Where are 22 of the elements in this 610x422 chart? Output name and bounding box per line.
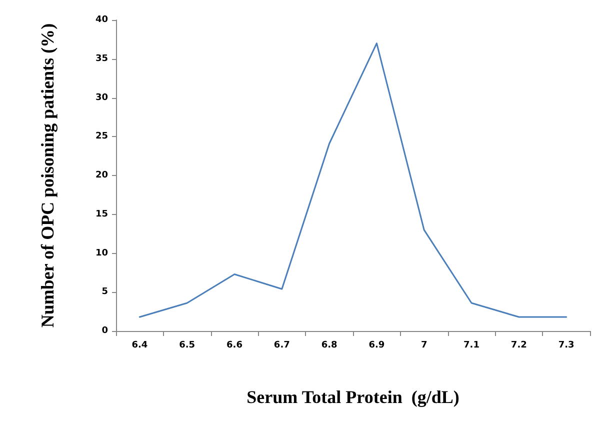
y-tick-label: 25 bbox=[95, 132, 108, 142]
x-tick-label: 6.6 bbox=[226, 340, 242, 350]
x-tick-label: 6.5 bbox=[179, 340, 196, 350]
y-tick-label: 30 bbox=[95, 92, 108, 103]
y-tick-label: 35 bbox=[95, 54, 108, 64]
y-tick-label: 10 bbox=[95, 248, 108, 258]
x-axis-title: Serum Total Protein (g/dL) bbox=[246, 387, 460, 407]
x-tick-label: 7.2 bbox=[510, 340, 527, 350]
x-tick-label: 6.8 bbox=[321, 340, 338, 350]
x-tick-label: 7.1 bbox=[464, 340, 480, 350]
y-tick-label: 15 bbox=[95, 209, 108, 220]
x-tick-label: 6.7 bbox=[274, 340, 290, 350]
x-tick-label: 7.3 bbox=[558, 340, 574, 350]
y-tick-label: 5 bbox=[102, 287, 108, 298]
line-series bbox=[138, 42, 568, 318]
y-axis-title: Number of OPC poisoning patients (%) bbox=[38, 23, 58, 328]
y-tick-label: 0 bbox=[102, 326, 108, 336]
x-tick-label: 6.4 bbox=[132, 340, 148, 350]
y-tick-label: 40 bbox=[95, 15, 108, 25]
x-tick-label: 6.9 bbox=[368, 340, 385, 350]
x-tick-label: 7 bbox=[420, 340, 428, 350]
y-tick-label: 20 bbox=[95, 170, 108, 180]
